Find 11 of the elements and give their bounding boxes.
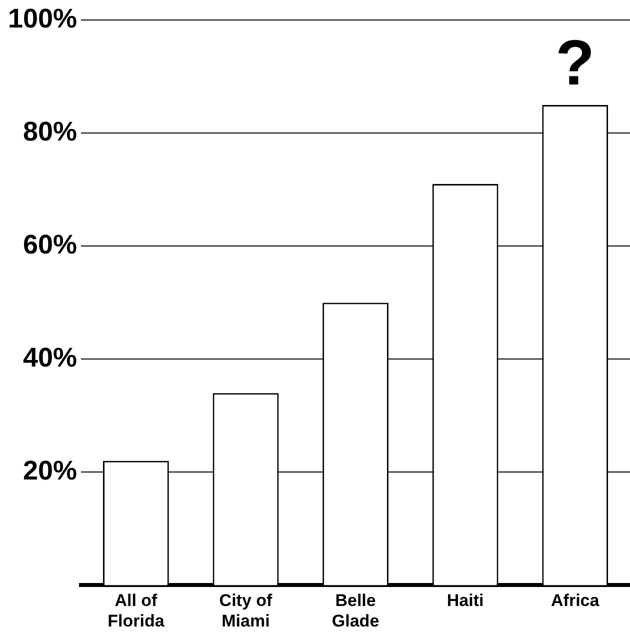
y-tick-label: 80% xyxy=(23,116,78,147)
y-tick-label: 40% xyxy=(23,342,78,373)
x-tick-label: All of Florida xyxy=(108,591,165,630)
y-tick-label: 60% xyxy=(23,230,78,260)
x-tick-label: Africa xyxy=(551,591,600,610)
y-tick-label: 20% xyxy=(23,456,78,486)
x-tick-label: Haiti xyxy=(446,591,484,610)
y-tick-label: 100% xyxy=(8,4,78,34)
annotation: ? xyxy=(556,26,595,99)
x-tick-label: Belle Glade xyxy=(332,591,380,630)
x-tick-label: City of Miami xyxy=(219,591,273,630)
